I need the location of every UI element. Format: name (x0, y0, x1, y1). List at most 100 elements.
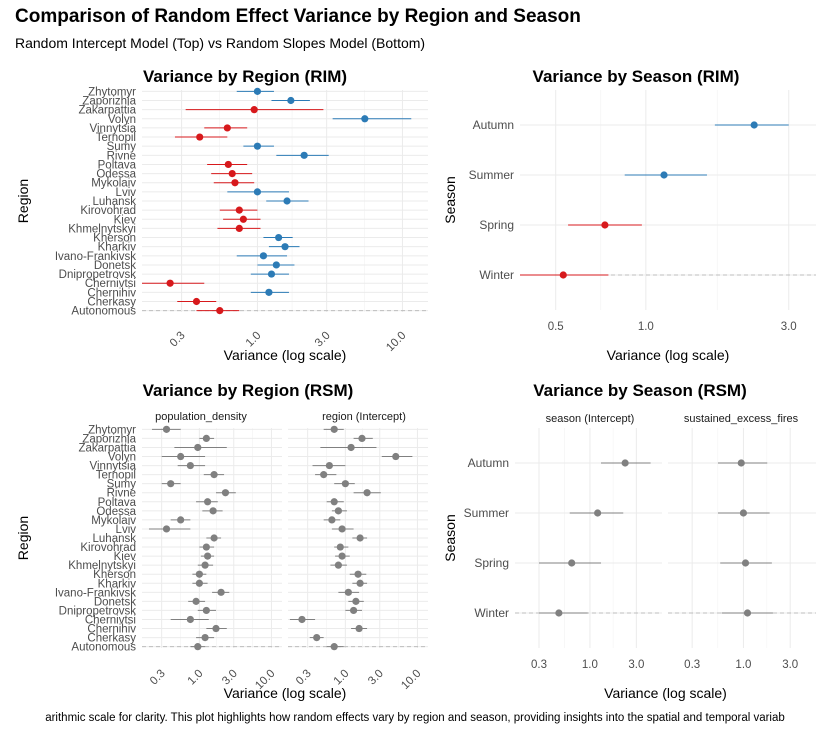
x-tick-label-season_rsm-0-2: 3.0 (628, 659, 644, 671)
point-region_rsm-1-18 (344, 588, 352, 596)
point-region_rsm-0-18 (217, 588, 225, 596)
point-season_rim-0-3 (559, 271, 567, 279)
point-region_rim-0-23 (192, 297, 201, 306)
point-region_rsm-0-0 (162, 425, 171, 433)
x-axis-title-season_rim: Variance (log scale) (607, 347, 730, 363)
x-tick-label-region_rim-0-0: 0.3 (168, 330, 188, 350)
x-tick-label-region_rsm-0-1: 1.0 (186, 668, 206, 688)
point-region_rim-0-4 (223, 124, 231, 132)
y-tick-label-region_rsm-24: Autonomous (71, 642, 136, 654)
y-tick-label-region_rsm-21: Chernivtsi (85, 614, 136, 626)
y-tick-label-region_rim-12: Luhansk (93, 196, 137, 208)
y-tick-label-region_rsm-2: Zakarpattia (78, 442, 136, 454)
point-region_rim-0-20 (267, 270, 276, 278)
y-tick-label-region_rim-5: Ternopil (96, 132, 136, 144)
y-tick-label-region_rsm-23: Cherkasy (87, 633, 136, 645)
facet-label-season_rsm-1: sustained_excess_fires (684, 413, 799, 425)
point-region_rsm-0-4 (186, 461, 194, 470)
y-tick-label-season_rsm-0: Autumn (468, 456, 509, 470)
y-tick-label-season_rim-3: Winter (479, 268, 514, 282)
y-tick-label-season_rim-2: Spring (479, 218, 514, 232)
x-tick-label-region_rim-0-3: 10.0 (384, 330, 408, 354)
point-region_rsm-1-20 (349, 606, 358, 615)
y-axis-title-season_rsm: Season (442, 514, 458, 561)
y-axis-title-region_rim: Region (15, 179, 31, 223)
y-tick-label-region_rim-14: Kiev (114, 214, 137, 226)
facet-label-season_rsm-0: season (Intercept) (546, 413, 635, 425)
y-tick-label-region_rsm-6: Sumy (107, 479, 137, 491)
point-region_rim-0-2 (250, 106, 258, 114)
point-season_rsm-1-0 (737, 459, 745, 467)
point-region_rim-0-3 (361, 115, 369, 123)
point-region_rim-0-12 (283, 197, 291, 205)
point-season_rim-0-2 (601, 221, 609, 229)
point-region_rsm-1-8 (330, 498, 338, 506)
facet-label-region_rsm-0: population_density (155, 411, 247, 423)
y-tick-label-region_rsm-15: Khmelnytskyi (68, 560, 136, 572)
y-tick-label-region_rsm-9: Odessa (96, 506, 136, 518)
y-tick-label-region_rim-22: Chernihiv (87, 287, 136, 299)
point-region_rsm-1-1 (358, 434, 366, 443)
point-region_rsm-1-11 (338, 525, 346, 533)
point-region_rsm-1-19 (352, 597, 360, 605)
y-tick-label-region_rim-24: Autonomous (71, 306, 136, 318)
point-season_rsm-0-2 (568, 559, 576, 567)
point-region_rim-0-18 (259, 252, 268, 260)
point-region_rsm-0-12 (210, 534, 218, 542)
y-tick-label-season_rsm-2: Spring (474, 556, 509, 570)
y-tick-label-region_rsm-22: Chernihiv (87, 624, 136, 636)
y-tick-label-region_rim-13: Kirovohrad (80, 205, 136, 217)
y-axis-title-region_rsm: Region (15, 516, 31, 560)
x-axis-title-region_rim: Variance (log scale) (224, 347, 347, 363)
point-region_rsm-1-5 (320, 471, 328, 479)
x-axis-title-season_rsm: Variance (log scale) (604, 685, 727, 701)
point-region_rsm-1-13 (336, 543, 344, 551)
y-tick-label-region_rsm-20: Dnipropetrovsk (59, 605, 137, 617)
y-tick-label-region_rim-18: Ivano-Frankivsk (55, 251, 136, 263)
x-tick-label-season_rsm-1-1: 1.0 (735, 659, 751, 671)
point-region_rsm-0-9 (209, 507, 217, 515)
point-region_rsm-0-8 (203, 498, 212, 506)
y-tick-label-region_rsm-19: Donetsk (94, 596, 136, 608)
x-tick-label-region_rsm-1-3: 10.0 (399, 668, 423, 692)
y-tick-label-region_rsm-5: Ternopil (96, 470, 136, 482)
point-season_rsm-0-1 (594, 509, 602, 517)
point-region_rsm-1-24 (330, 643, 338, 651)
point-region_rim-0-7 (300, 151, 308, 159)
y-tick-label-region_rsm-16: Kherson (93, 569, 136, 581)
y-tick-label-region_rsm-7: Rivne (107, 488, 136, 500)
point-region_rsm-0-7 (221, 489, 230, 497)
y-tick-label-region_rim-1: Zaporizhia (82, 96, 136, 108)
point-region_rim-0-14 (239, 215, 247, 223)
point-region_rsm-0-14 (203, 552, 212, 560)
point-region_rsm-1-12 (356, 534, 364, 542)
chart-title-season_rim: Variance by Season (RIM) (533, 67, 740, 86)
point-region_rim-0-17 (281, 243, 289, 251)
point-region_rsm-0-3 (177, 452, 185, 461)
point-region_rim-0-22 (265, 288, 273, 296)
point-region_rim-0-9 (228, 169, 236, 178)
point-season_rsm-0-0 (621, 459, 629, 467)
chart-title-region_rim: Variance by Region (RIM) (143, 67, 347, 86)
x-axis-title-region_rsm: Variance (log scale) (224, 685, 347, 701)
point-region_rsm-1-14 (338, 552, 346, 560)
point-season_rsm-0-3 (555, 609, 563, 617)
y-tick-label-region_rim-16: Kherson (93, 233, 136, 245)
figure-subtitle: Random Intercept Model (Top) vs Random S… (15, 35, 426, 51)
point-region_rsm-0-11 (162, 525, 171, 533)
point-region_rsm-1-10 (328, 516, 336, 524)
x-tick-label-season_rim-0-2: 3.0 (781, 321, 797, 333)
x-tick-label-region_rsm-1-2: 3.0 (366, 668, 386, 688)
point-region_rim-0-11 (253, 188, 262, 196)
point-region_rsm-0-13 (202, 543, 210, 551)
y-tick-label-region_rim-21: Chernivtsi (85, 278, 136, 290)
y-tick-label-region_rim-20: Dnipropetrovsk (59, 269, 137, 281)
point-region_rsm-0-19 (192, 597, 200, 605)
point-region_rim-0-15 (235, 224, 243, 233)
point-region_rsm-1-0 (330, 425, 338, 433)
point-region_rsm-1-7 (363, 489, 371, 497)
point-region_rim-0-1 (287, 96, 295, 105)
y-axis-title-season_rim: Season (442, 176, 458, 223)
point-region_rim-0-0 (253, 87, 262, 95)
